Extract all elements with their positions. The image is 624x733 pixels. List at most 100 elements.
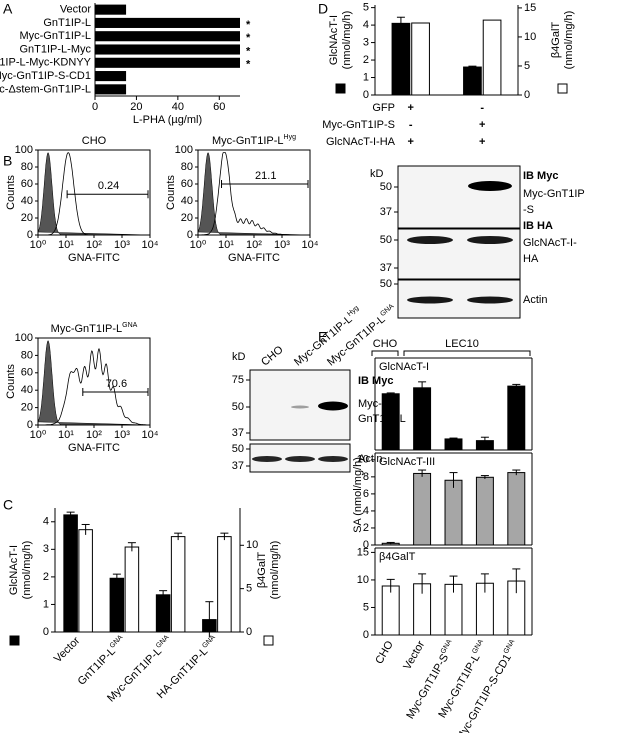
blot-band: [285, 456, 315, 462]
axis-label: β4GalT: [256, 552, 268, 589]
bar: [381, 585, 400, 636]
bar: [482, 19, 502, 96]
gate-label: 21.1: [255, 170, 276, 182]
axis-label: β4GalT: [550, 22, 562, 59]
y-tick-label: 0: [363, 89, 369, 101]
gate-label: 0.24: [98, 180, 119, 192]
blot-label: Actin: [523, 294, 547, 306]
blot-label: Myc-GnT1IP: [523, 188, 585, 200]
y-tick-label: 0: [27, 419, 33, 431]
bar: [444, 438, 463, 451]
sample-histogram: [38, 347, 150, 426]
blot-band: [468, 181, 512, 191]
cell: +: [479, 136, 485, 148]
flow-title-main: CHO: [82, 135, 107, 147]
y-tick-label: 0: [363, 629, 369, 641]
y2-tick-label: 5: [524, 60, 530, 72]
x-tick-label: 10⁴: [142, 239, 159, 251]
y-tick-label: 0: [43, 626, 49, 638]
blot-band: [318, 456, 348, 462]
group-label: LEC10: [445, 338, 479, 350]
bar: [413, 472, 432, 546]
flow-title: CHO: [82, 135, 107, 147]
bar: [411, 22, 430, 96]
y-tick-label: 100: [175, 144, 193, 156]
y-tick-label: 20: [21, 402, 33, 414]
row-label: GFP: [372, 102, 395, 114]
x-axis-label: L-PHA (µg/ml): [133, 114, 202, 126]
y-tick-label: 40: [21, 195, 33, 207]
x-tick-label: 10⁰: [190, 239, 207, 251]
x-tick-label: 20: [130, 101, 142, 113]
flow-title-sup: GNA: [122, 322, 138, 329]
y-tick-label: 20: [181, 212, 193, 224]
blot-label: Myc-: [358, 398, 382, 410]
legend-swatch: [335, 83, 346, 94]
y2-tick-label: 10: [524, 31, 536, 43]
bar: [95, 84, 127, 95]
flow-title-main: Myc-GnT1IP-L: [212, 135, 284, 147]
annotation: *: [246, 19, 251, 31]
panel-letter: C: [3, 497, 13, 513]
y-tick-label: 20: [21, 212, 33, 224]
flow-title-sup: Hyg: [284, 134, 297, 141]
axis-label: (nmol/mg/h): [341, 11, 353, 70]
axis-label: GlcNAcT-I: [328, 15, 340, 65]
row-label: Myc-GnT1IP-S: [322, 119, 395, 131]
bar: [95, 57, 240, 68]
y-tick-label: 5: [363, 601, 369, 613]
gate: [221, 180, 309, 188]
blot-band: [291, 405, 309, 409]
category-label: Myc-GnT1IP-S-CD1: [0, 70, 91, 82]
annotation: *: [246, 45, 251, 57]
bar: [78, 529, 93, 633]
blot-label: GlcNAcT-I-: [523, 237, 577, 249]
flow-title-main: Myc-GnT1IP-L: [51, 323, 123, 335]
y-tick-label: 40: [21, 384, 33, 396]
marker-label: 50: [380, 234, 392, 246]
category-label: Vector: [60, 4, 92, 16]
bar: [95, 44, 240, 55]
category-label: GnT1IP-L-Myc: [19, 43, 91, 55]
y-tick-label: 0: [363, 539, 369, 551]
y-tick-label: 2: [43, 571, 49, 583]
blot-label: Actin: [358, 453, 382, 465]
y2-tick-label: 5: [246, 583, 252, 595]
x-tick-label: 10⁰: [30, 239, 47, 251]
bar: [463, 66, 482, 96]
bar: [444, 479, 463, 546]
blot-band: [252, 456, 282, 462]
panel-letter: B: [3, 153, 12, 169]
marker-label: 37: [380, 206, 392, 218]
flow-title: Myc-GnT1IP-LGNA: [51, 322, 138, 335]
blot-band: [467, 296, 513, 304]
y-tick-label: 3: [363, 36, 369, 48]
y-tick-label: 5: [363, 2, 369, 14]
bar: [63, 514, 78, 633]
marker-label: 50: [380, 181, 392, 193]
y-tick-label: 100: [15, 332, 33, 344]
marker-label: 75: [232, 374, 244, 386]
bar: [413, 387, 432, 451]
y2-tick-label: 15: [524, 2, 536, 14]
category-label: GnT1IP-L-Myc-KDNYY: [0, 57, 92, 69]
bar: [475, 476, 494, 546]
y-tick-label: 40: [181, 195, 193, 207]
marker-label: 37: [232, 460, 244, 472]
annotation: *: [246, 59, 251, 71]
x-tick-label: 10⁴: [302, 239, 319, 251]
bar: [109, 577, 125, 633]
annotation: *: [246, 32, 251, 44]
marker-label: 37: [232, 427, 244, 439]
x-tick-label: 10²: [246, 239, 262, 251]
x-tick-label: 10⁴: [142, 429, 159, 441]
y-tick-label: 60: [181, 178, 193, 190]
x-tick-label: 10¹: [218, 239, 234, 251]
x-tick-label: 10²: [86, 429, 102, 441]
group-label: CHO: [373, 338, 398, 350]
group-bracket: [403, 350, 531, 356]
x-tick-label: 10¹: [58, 429, 74, 441]
y-axis-label: Counts: [165, 175, 177, 210]
y-axis-label: Counts: [5, 175, 17, 210]
